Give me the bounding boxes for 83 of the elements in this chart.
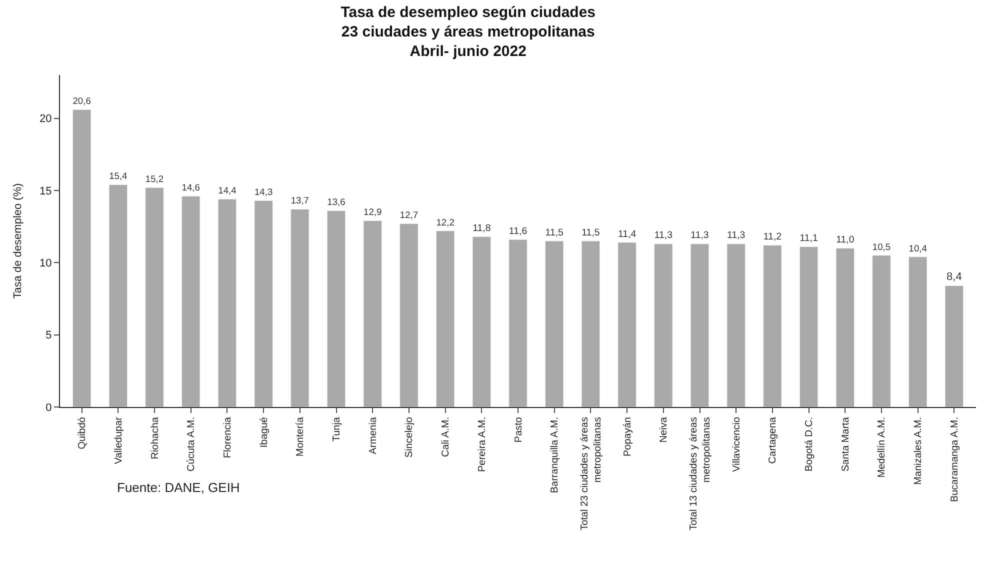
bar [944,286,964,407]
data-label: 11,3 [727,230,746,242]
bar [326,210,346,407]
data-label: 11,2 [763,232,782,243]
bar [254,200,273,407]
data-label: 12,7 [400,210,418,220]
y-tick-label: 0 [46,402,52,414]
bar [690,244,710,407]
x-tick-label: Pasto [513,416,524,443]
x-tick-label: Quibdó [77,416,88,450]
data-label: 11,1 [800,233,818,244]
x-tick-label: Bogotá D.C. [804,417,816,472]
bar [108,184,128,407]
data-label: 15,2 [145,174,164,184]
y-axis-title: Tasa de desempleo (%) [12,183,24,299]
data-label: 15,4 [109,171,128,182]
bar [182,196,200,407]
data-label: 12,2 [436,217,454,228]
source-note: Fuente: DANE, GEIH [117,480,240,495]
data-label: 8,4 [946,270,962,283]
x-tick-label: Popayán [622,417,634,456]
x-tick-label: Cúcuta A.M. [186,417,198,472]
x-tick-label: Valledupar [113,416,124,464]
data-label: 20,6 [72,96,91,106]
bar [872,255,891,407]
bar [400,223,418,407]
x-tick-label: Armenia [368,416,379,454]
bar [618,242,636,407]
y-tick-label: 10 [40,258,52,270]
data-label: 10,4 [908,243,927,254]
x-tick-label: Villavicencio [731,416,742,472]
bar [799,246,818,407]
x-tick-label: Riohacha [150,416,161,460]
chart-title: Tasa de desempleo según ciudades 23 ciudades y áreas metropolitanas Abril- junio 2022 [340,4,596,60]
x-tick-label: Sincelejo [404,416,416,458]
x-tick-label: Neiva [658,416,670,443]
x-tick-label: Cartagena [768,416,779,464]
bar [654,244,673,407]
x-tick-label: Barranquilla A.M. [550,417,561,494]
data-label: 13,7 [290,196,309,206]
bar [472,236,491,407]
bar [545,240,564,407]
x-tick-label: Manizales A.M. [913,417,924,485]
x-tick-label: Cali A.M. [440,417,452,458]
data-label: 11,6 [508,226,528,237]
bar [72,109,92,407]
bar [836,248,854,407]
x-tick-label: Ibagué [258,416,270,448]
data-label: 13,6 [327,197,346,208]
data-label: 11,3 [654,230,672,242]
bar [908,256,928,407]
bar [763,245,782,407]
data-label: 11,3 [690,230,709,242]
data-label: 12,9 [364,207,382,218]
y-tick-label: 20 [40,113,52,126]
data-label: 10,5 [872,242,891,252]
x-tick-label: Medellín A.M. [876,417,888,478]
data-label: 11,5 [545,227,564,238]
x-tick-label: Montería [295,416,306,456]
data-label: 14,3 [254,187,273,198]
bar [726,244,746,407]
y-tick-label: 15 [40,185,52,198]
x-tick-label: Santa Marta [840,416,852,472]
x-tick-label: Total 13 ciudades y áreas metropolitanas [688,417,712,530]
y-tick-label: 5 [46,330,52,342]
x-tick-label: Total 23 ciudades y áreas metropolitanas [579,417,604,530]
data-label: 11,5 [582,227,600,238]
bar [581,240,600,407]
data-label: 11,0 [836,234,855,246]
x-tick-label: Pereira A.M. [476,417,488,472]
data-label: 14,4 [218,186,236,196]
x-tick-label: Florencia [222,416,234,458]
bar [218,198,237,407]
data-label: 11,4 [618,228,637,240]
bar [145,187,164,407]
bar [436,230,455,407]
x-tick-label: Bucaramanga A.M. [949,417,960,502]
data-label: 11,8 [472,223,491,234]
bar [508,239,528,407]
bar [290,208,310,407]
x-tick-label: Tunja [332,416,342,442]
bar [363,220,382,407]
data-label: 14,6 [182,182,200,193]
